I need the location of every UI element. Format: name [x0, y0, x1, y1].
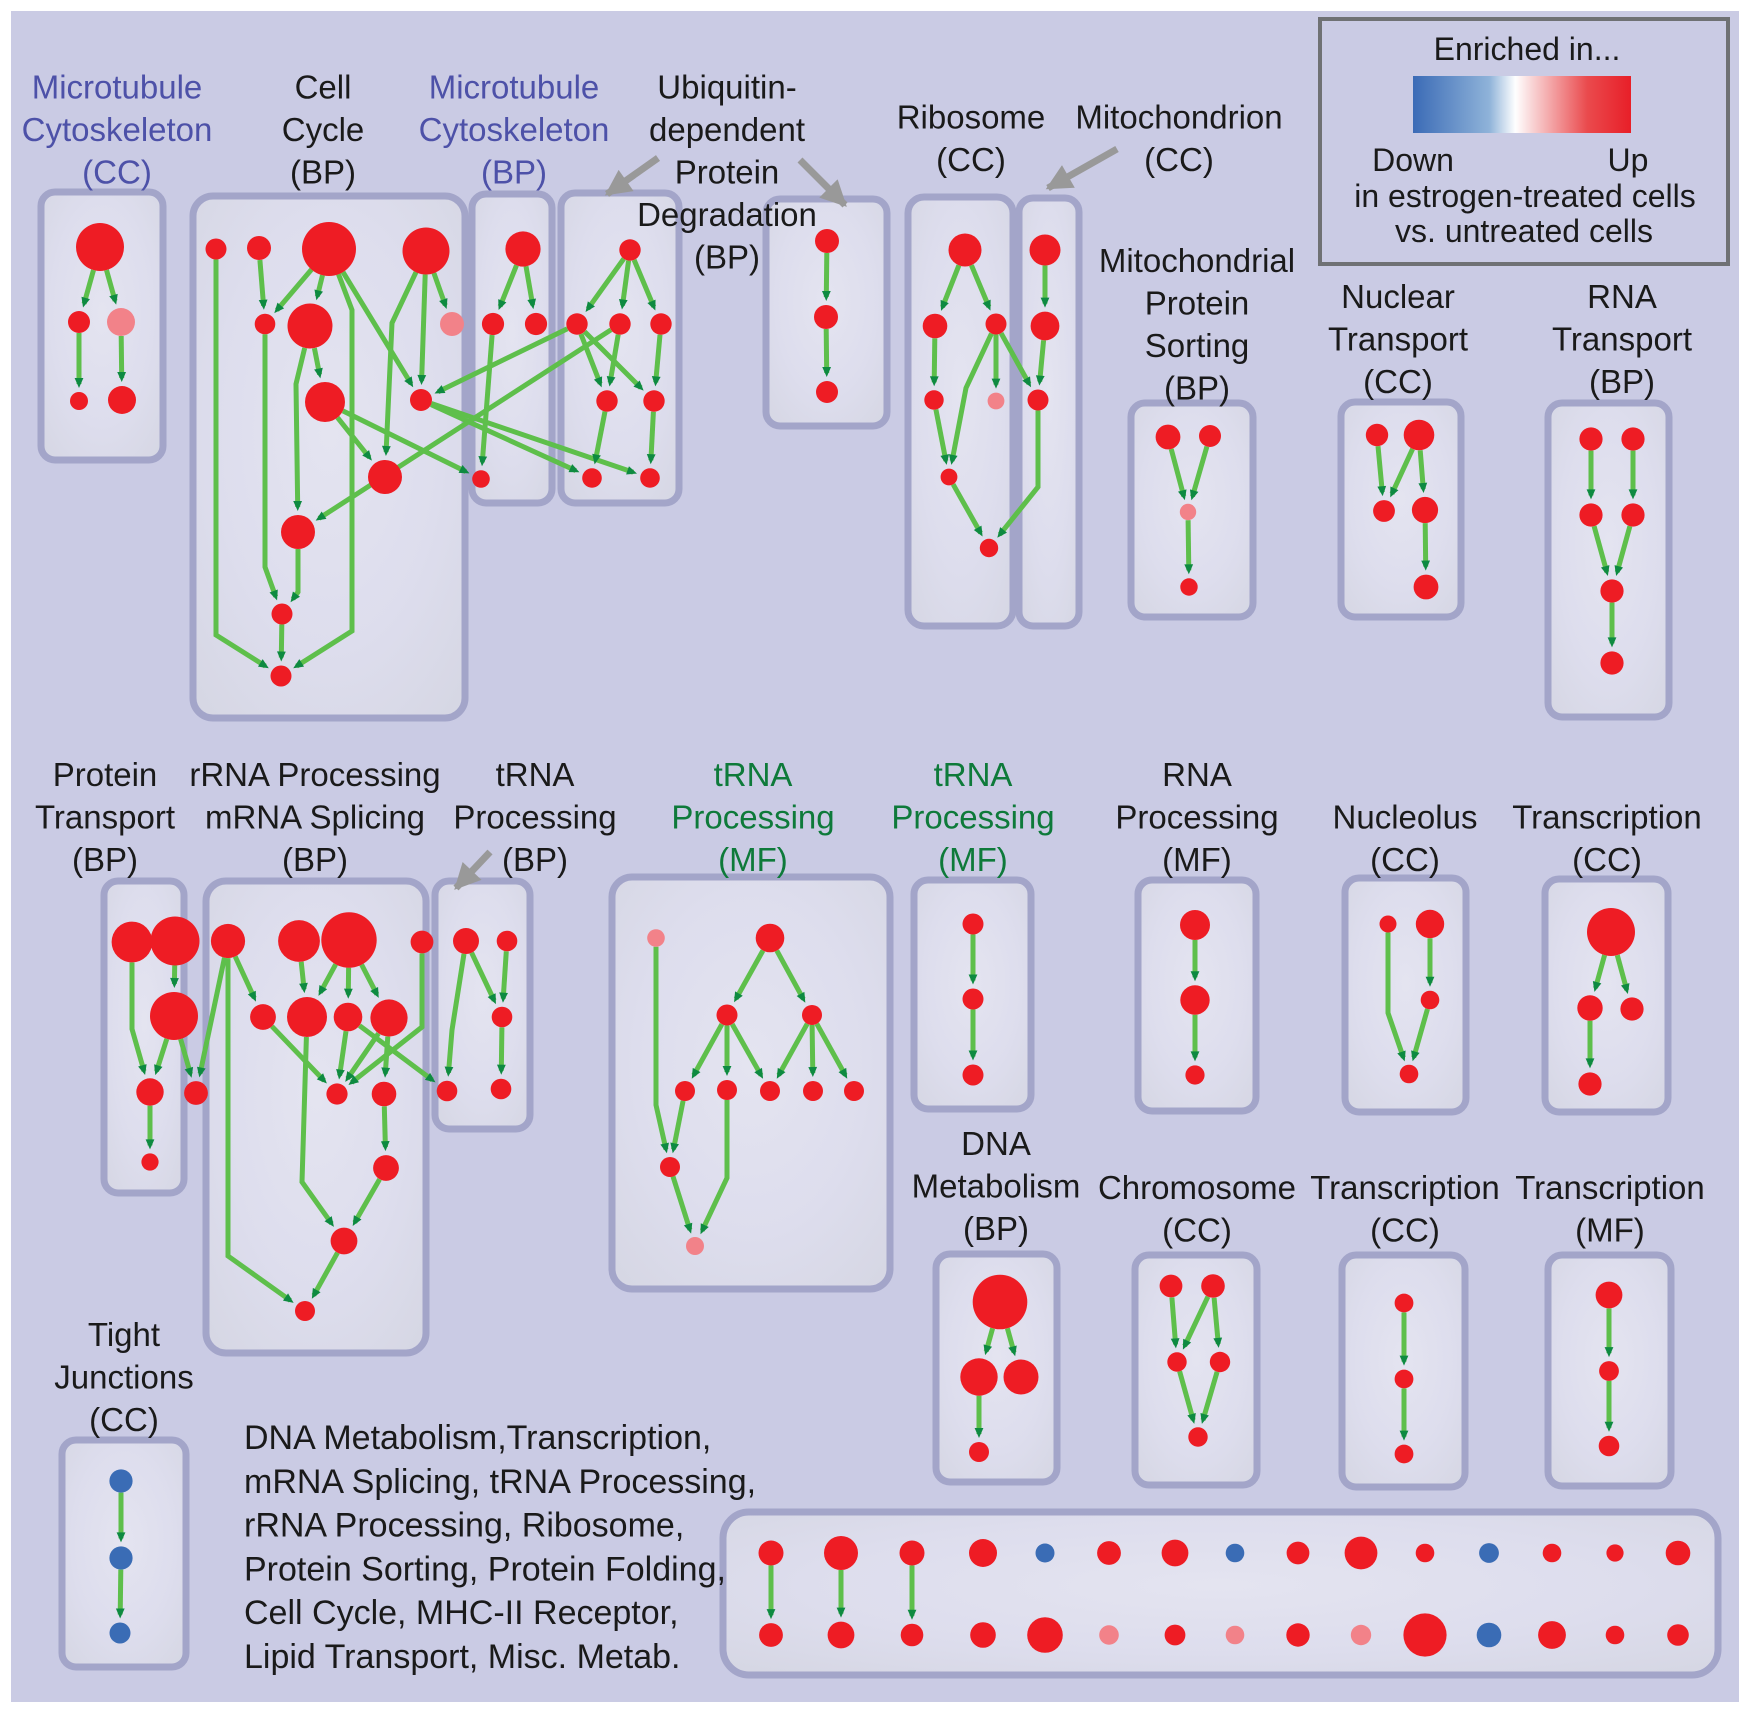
svg-text:Transcription: Transcription	[1512, 799, 1702, 836]
svg-text:tRNA: tRNA	[496, 756, 575, 793]
svg-text:Nuclear: Nuclear	[1341, 278, 1455, 315]
svg-text:Cytoskeleton: Cytoskeleton	[419, 111, 610, 148]
svg-text:Cytoskeleton: Cytoskeleton	[22, 111, 213, 148]
svg-text:(MF): (MF)	[1575, 1212, 1645, 1249]
svg-text:Degradation: Degradation	[637, 196, 817, 233]
svg-text:(BP): (BP)	[963, 1210, 1029, 1247]
svg-text:rRNA Processing, Ribosome,: rRNA Processing, Ribosome,	[244, 1507, 684, 1545]
svg-text:Cell: Cell	[295, 69, 352, 106]
svg-text:RNA: RNA	[1162, 756, 1232, 793]
svg-text:(CC): (CC)	[82, 154, 152, 191]
svg-text:(CC): (CC)	[1144, 141, 1214, 178]
svg-text:Protein Sorting, Protein Foldi: Protein Sorting, Protein Folding,	[244, 1550, 726, 1588]
svg-text:Ubiquitin-: Ubiquitin-	[657, 69, 796, 106]
svg-text:(CC): (CC)	[1370, 841, 1440, 878]
svg-text:Transport: Transport	[35, 799, 175, 836]
svg-text:(CC): (CC)	[89, 1401, 159, 1438]
svg-text:Transcription: Transcription	[1515, 1169, 1705, 1206]
svg-text:Tight: Tight	[88, 1316, 160, 1353]
svg-text:(BP): (BP)	[72, 841, 138, 878]
svg-text:tRNA: tRNA	[934, 756, 1013, 793]
svg-text:(BP): (BP)	[1164, 370, 1230, 407]
svg-text:RNA: RNA	[1587, 278, 1657, 315]
svg-text:(BP): (BP)	[694, 239, 760, 276]
svg-text:DNA Metabolism,Transcription,: DNA Metabolism,Transcription,	[244, 1419, 711, 1457]
svg-text:dependent: dependent	[649, 111, 805, 148]
svg-text:vs. untreated cells: vs. untreated cells	[1395, 213, 1653, 249]
svg-text:tRNA: tRNA	[714, 756, 793, 793]
svg-text:(BP): (BP)	[282, 841, 348, 878]
svg-text:(BP): (BP)	[481, 154, 547, 191]
svg-text:Junctions: Junctions	[54, 1359, 193, 1396]
svg-text:DNA: DNA	[961, 1125, 1031, 1162]
svg-text:Ribosome: Ribosome	[897, 99, 1046, 136]
svg-text:(CC): (CC)	[1370, 1212, 1440, 1249]
svg-text:mRNA Splicing: mRNA Splicing	[205, 799, 425, 836]
svg-text:in estrogen-treated cells: in estrogen-treated cells	[1354, 178, 1696, 214]
svg-text:(CC): (CC)	[1162, 1212, 1232, 1249]
svg-text:Metabolism: Metabolism	[912, 1168, 1081, 1205]
svg-text:Chromosome: Chromosome	[1098, 1169, 1296, 1206]
svg-text:Microtubule: Microtubule	[32, 69, 203, 106]
svg-text:Mitochondrion: Mitochondrion	[1075, 99, 1282, 136]
svg-text:Processing: Processing	[1115, 799, 1278, 836]
svg-text:Up: Up	[1608, 142, 1649, 178]
svg-text:(MF): (MF)	[718, 841, 788, 878]
svg-text:Enriched in...: Enriched in...	[1434, 31, 1621, 67]
svg-text:Cycle: Cycle	[282, 111, 365, 148]
svg-text:Cell Cycle, MHC-II Receptor,: Cell Cycle, MHC-II Receptor,	[244, 1594, 679, 1632]
svg-text:Mitochondrial: Mitochondrial	[1099, 242, 1295, 279]
svg-text:(CC): (CC)	[1363, 363, 1433, 400]
svg-text:(CC): (CC)	[936, 141, 1006, 178]
svg-text:Processing: Processing	[671, 799, 834, 836]
svg-text:(CC): (CC)	[1572, 841, 1642, 878]
svg-text:Protein: Protein	[675, 154, 780, 191]
svg-text:Processing: Processing	[453, 799, 616, 836]
svg-text:(MF): (MF)	[1162, 841, 1232, 878]
svg-text:Nucleolus: Nucleolus	[1333, 799, 1478, 836]
svg-text:Transport: Transport	[1328, 321, 1468, 358]
svg-text:Transport: Transport	[1552, 321, 1692, 358]
svg-text:(MF): (MF)	[938, 841, 1008, 878]
svg-text:mRNA Splicing, tRNA Processing: mRNA Splicing, tRNA Processing,	[244, 1463, 756, 1501]
svg-text:Sorting: Sorting	[1145, 327, 1250, 364]
svg-text:Down: Down	[1372, 142, 1454, 178]
svg-text:(BP): (BP)	[290, 154, 356, 191]
svg-text:(BP): (BP)	[1589, 363, 1655, 400]
svg-text:Processing: Processing	[891, 799, 1054, 836]
svg-text:Protein: Protein	[1145, 285, 1250, 322]
svg-text:Microtubule: Microtubule	[429, 69, 600, 106]
svg-text:Transcription: Transcription	[1310, 1169, 1500, 1206]
svg-text:(BP): (BP)	[502, 841, 568, 878]
svg-text:rRNA Processing: rRNA Processing	[189, 756, 440, 793]
svg-text:Lipid Transport, Misc. Metab.: Lipid Transport, Misc. Metab.	[244, 1638, 681, 1676]
svg-text:Protein: Protein	[53, 756, 158, 793]
